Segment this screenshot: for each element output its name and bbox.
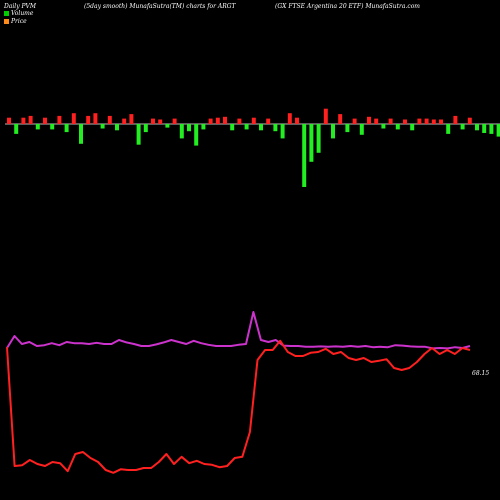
volume-bar	[100, 124, 105, 129]
volume-bar	[417, 118, 422, 124]
volume-bar	[43, 117, 47, 124]
volume-bar	[57, 115, 62, 124]
chart-label-daily-pvm: Daily PVM	[4, 3, 37, 10]
volume-bar	[431, 119, 436, 124]
volume-bar	[165, 124, 170, 128]
volume-bar	[266, 118, 271, 124]
volume-bar	[496, 124, 500, 137]
volume-bar	[230, 124, 235, 131]
volume-bar	[467, 117, 472, 124]
last-price-label: 68.15	[472, 370, 489, 377]
volume-bar	[395, 124, 400, 130]
volume-bar	[410, 124, 415, 131]
volume-bar	[86, 115, 91, 124]
volume-bar	[35, 124, 40, 130]
volume-bar	[259, 124, 263, 131]
volume-bar	[136, 124, 141, 145]
volume-bar	[460, 124, 465, 130]
volume-bar	[482, 124, 487, 133]
volume-bar	[280, 124, 285, 139]
volume-bar	[93, 113, 98, 124]
volume-bar	[208, 118, 213, 124]
volume-bar	[143, 124, 148, 133]
volume-bar	[215, 117, 220, 124]
volume-bar	[424, 118, 429, 124]
volume-bar	[158, 119, 163, 124]
legend-price-swatch	[4, 19, 9, 24]
volume-bar	[475, 124, 479, 131]
legend-volume: Volume	[4, 10, 33, 17]
volume-bar	[367, 116, 371, 124]
volume-bar	[115, 124, 119, 131]
volume-bar	[302, 124, 307, 187]
volume-bar	[439, 119, 443, 124]
volume-bar	[50, 124, 55, 130]
volume-bar	[14, 124, 19, 134]
pvm-line	[6, 311, 471, 350]
volume-bar	[381, 124, 386, 129]
volume-bar	[374, 118, 379, 124]
volume-bar	[71, 113, 76, 124]
volume-bar	[388, 118, 393, 124]
volume-bar	[323, 108, 328, 124]
volume-bar	[79, 124, 83, 144]
legend-price: Price	[4, 18, 27, 25]
volume-bar	[359, 124, 364, 135]
legend-volume-label: Volume	[11, 10, 34, 17]
volume-bar	[309, 124, 314, 162]
volume-bar	[345, 124, 350, 133]
price-lines	[6, 311, 471, 474]
volume-bar	[338, 114, 343, 124]
volume-bar	[172, 118, 177, 124]
volume-bar	[446, 124, 451, 134]
volume-bar	[21, 117, 26, 124]
volume-bar	[316, 124, 321, 153]
chart-title: (5day smooth) MunafaSutra(TM) charts for…	[84, 3, 236, 10]
volume-bar	[489, 124, 494, 134]
volume-bar	[223, 116, 227, 124]
legend-price-label: Price	[11, 18, 27, 25]
volume-bar	[7, 117, 11, 124]
volume-bar	[129, 114, 134, 124]
chart-source: (GX FTSE Argentina 20 ETF) MunafaSutra.c…	[275, 3, 420, 10]
volume-bar	[251, 117, 256, 124]
volume-bar	[273, 124, 278, 132]
volume-bar	[201, 124, 206, 130]
volume-bar	[403, 119, 407, 124]
volume-bar	[237, 118, 242, 124]
volume-bar	[352, 118, 357, 124]
volume-bar	[179, 124, 184, 139]
volume-bar	[28, 115, 33, 124]
legend-volume-swatch	[4, 11, 9, 16]
volume-bar	[244, 124, 249, 130]
volume-bar	[187, 124, 191, 132]
price-line	[6, 339, 471, 474]
volume-bar	[453, 115, 458, 124]
volume-bar	[194, 124, 199, 146]
volume-bar	[107, 115, 112, 124]
volume-bar	[295, 117, 299, 124]
volume-bar	[331, 124, 335, 139]
volume-bar	[151, 118, 155, 124]
volume-bar	[287, 113, 292, 124]
volume-bars	[7, 108, 500, 187]
volume-bar	[64, 124, 69, 133]
volume-bar	[122, 118, 127, 124]
